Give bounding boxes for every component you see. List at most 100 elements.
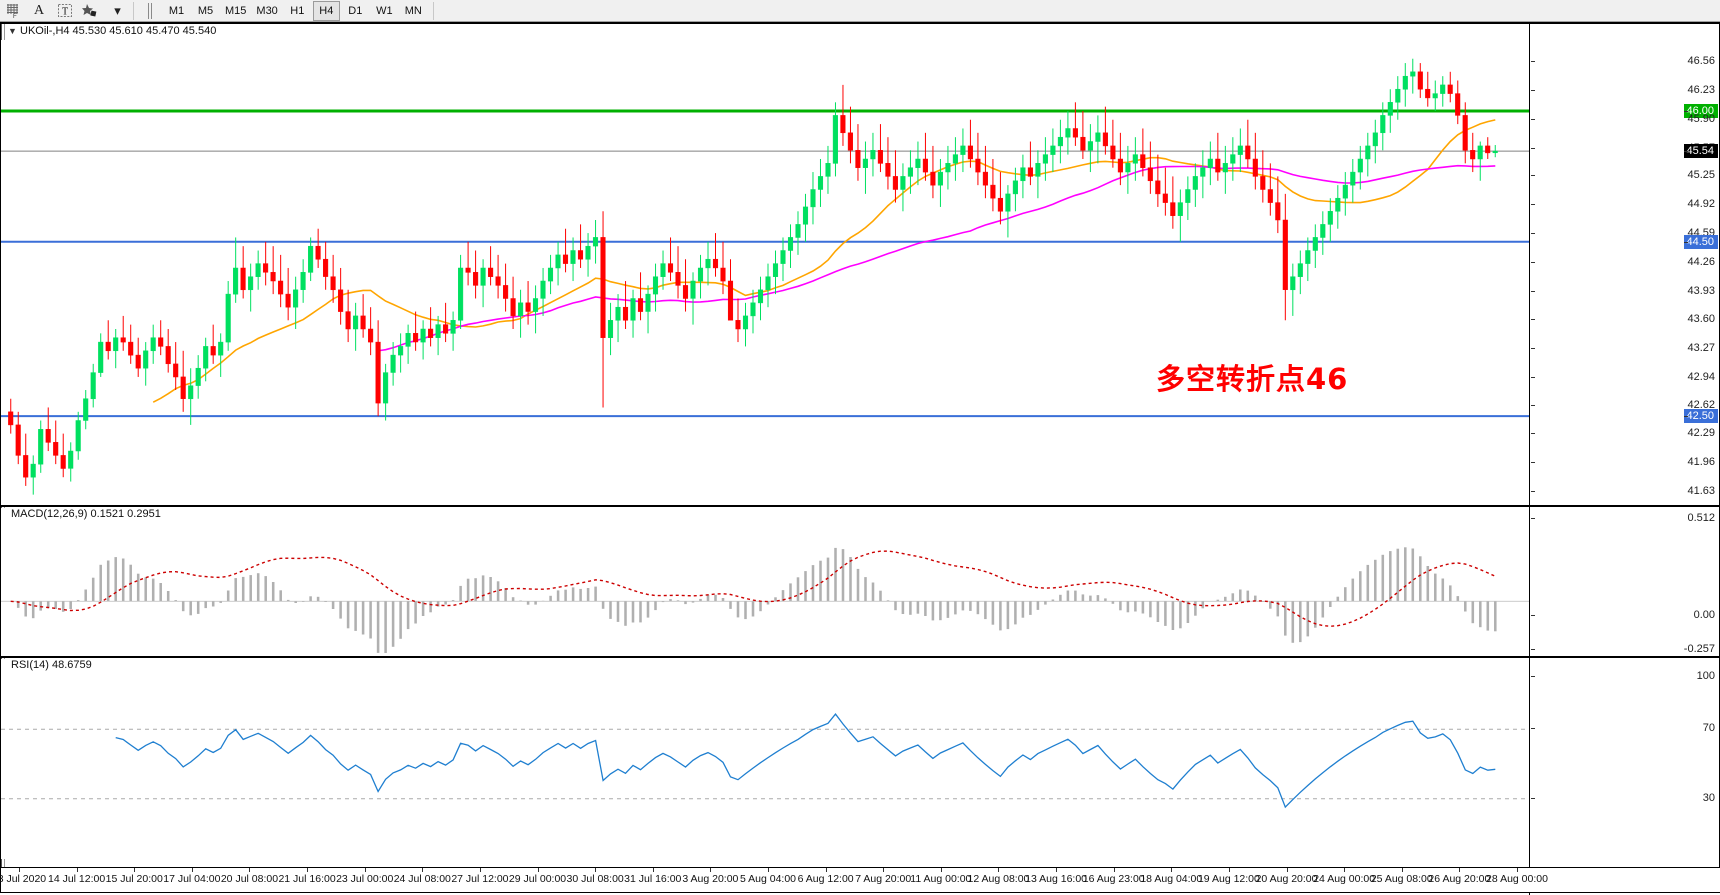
rsi-panel[interactable] (1, 659, 1529, 859)
timeframe-group: M1 M5 M15 M30 H1 H4 D1 W1 MN (163, 0, 427, 21)
chart-annotation[interactable]: 多空转折点46 (1156, 362, 1349, 396)
symbol-header: ▼ UKOil-,H4 45.530 45.610 45.470 45.540 (1, 24, 1719, 40)
toolbar-divider-2 (432, 1, 434, 20)
price-tick-44-26: 44.26 (1531, 256, 1719, 268)
time-label: 14 Jul 12:00 (48, 873, 106, 885)
time-tick (307, 868, 309, 872)
time-label: 26 Aug 20:00 (1428, 873, 1491, 885)
time-tick (1228, 868, 1230, 872)
panel-divider-2 (1, 656, 1720, 658)
price-tick-45-54: 45.54 (1684, 144, 1718, 159)
time-label: 20 Jul 08:00 (220, 873, 279, 885)
price-tick-45-90: 45.90 (1531, 113, 1719, 125)
rsi-axis-ticks: 100 70 30 (1529, 659, 1719, 859)
price-tick-43-60: 43.60 (1531, 313, 1719, 325)
text-label-icon[interactable]: T (52, 1, 78, 21)
objects-icon[interactable] (78, 1, 104, 21)
time-tick (595, 868, 597, 872)
panel-divider-1 (1, 505, 1720, 507)
timeframe-m15[interactable]: M15 (225, 4, 247, 17)
time-label: 11 Aug 00:00 (910, 873, 972, 885)
price-tick-44-50: 44.50 (1684, 234, 1718, 249)
price-tick-44-92: 44.92 (1531, 198, 1719, 210)
time-label: 13 Jul 2020 (0, 873, 47, 885)
rsi-tick-30: 30 (1531, 792, 1719, 804)
timeframe-d1[interactable]: D1 (348, 4, 363, 17)
symbol-ohlc-label: UKOil-,H4 45.530 45.610 45.470 45.540 (20, 25, 217, 37)
time-tick (422, 868, 424, 872)
time-label: 30 Jul 08:00 (566, 873, 624, 885)
price-tick-46-56: 46.56 (1531, 55, 1719, 67)
time-label: 24 Aug 00:00 (1313, 873, 1376, 885)
timeframe-m30[interactable]: M30 (256, 4, 278, 17)
price-tick-43-27: 43.27 (1531, 342, 1719, 354)
time-label: 28 Aug 00:00 (1486, 873, 1548, 885)
time-label: 15 Jul 20:00 (105, 873, 163, 885)
time-tick (479, 868, 481, 872)
collapse-icon[interactable]: ▼ (8, 26, 17, 36)
price-tick-42-94: 42.94 (1531, 371, 1719, 383)
time-tick (1171, 868, 1173, 872)
time-label: 13 Aug 16:00 (1025, 873, 1088, 885)
toolbar-divider (133, 1, 134, 20)
macd-indicator-label: MACD(12,26,9) 0.1521 0.2951 (11, 508, 161, 520)
price-panel[interactable] (1, 40, 1529, 505)
time-tick (1459, 868, 1461, 872)
time-tick (537, 868, 539, 872)
macd-tick: 0.00 (1531, 609, 1719, 621)
price-tick-46-00: 46.00 (1684, 104, 1718, 119)
time-label: 23 Jul 00:00 (336, 873, 394, 885)
time-tick (940, 868, 942, 872)
crosshair-grid-icon[interactable]: F (0, 1, 26, 21)
macd-axis-ticks: 0.512 0.00 -0.257 (1529, 508, 1719, 656)
text-tool-icon[interactable]: A (33, 2, 45, 18)
timeframe-m5[interactable]: M5 (197, 4, 214, 17)
time-label: 20 Aug 20:00 (1255, 873, 1318, 885)
time-label: 3 Aug 20:00 (682, 873, 739, 885)
svg-text:F: F (13, 14, 17, 18)
time-label: 24 Jul 08:00 (393, 873, 451, 885)
time-tick (998, 868, 1000, 872)
time-label: 7 Aug 20:00 (855, 873, 912, 885)
price-axis[interactable]: 46.5646.2346.0045.9045.5745.5445.2544.92… (1529, 24, 1719, 895)
time-tick (1401, 868, 1403, 872)
time-tick (19, 868, 20, 872)
time-label: 27 Jul 12:00 (451, 873, 509, 885)
main-toolbar: F A T ▾ M1 M5 M15 M30 H1 H4 D1 W1 MN (0, 0, 1720, 22)
dropdown-arrow-icon[interactable]: ▾ (114, 2, 121, 18)
time-tick (364, 868, 366, 872)
macd-panel[interactable] (1, 508, 1529, 656)
time-label: 19 Aug 12:00 (1197, 873, 1260, 885)
price-tick-41-63: 41.63 (1531, 485, 1719, 497)
time-tick (1344, 868, 1346, 872)
price-tick-41-96: 41.96 (1531, 456, 1719, 468)
time-tick (768, 868, 769, 872)
timeframe-m1[interactable]: M1 (168, 4, 185, 17)
timeframe-h1[interactable]: H1 (290, 4, 305, 17)
price-tick-42-29: 42.29 (1531, 427, 1719, 439)
timeframe-mn[interactable]: MN (404, 4, 422, 17)
time-tick (710, 868, 712, 872)
time-tick (1113, 868, 1115, 872)
time-label: 5 Aug 04:00 (739, 873, 797, 885)
price-tick-42-62: 42.62 (1531, 399, 1719, 411)
price-tick-43-93: 43.93 (1531, 285, 1719, 297)
time-label: 31 Jul 16:00 (624, 873, 682, 885)
chart-frame: ▼ UKOil-,H4 45.530 45.610 45.470 45.540 … (0, 22, 1720, 895)
time-tick (249, 868, 251, 872)
rsi-tick-100: 100 (1531, 670, 1719, 682)
time-label: 16 Aug 23:00 (1082, 873, 1145, 885)
time-label: 6 Aug 12:00 (797, 873, 854, 885)
time-tick (1517, 868, 1518, 872)
rsi-plot (1, 713, 1529, 809)
timeframe-list-icon[interactable] (137, 1, 163, 21)
time-tick (1286, 868, 1288, 872)
time-label: 17 Jul 04:00 (163, 873, 221, 885)
time-label: 18 Aug 04:00 (1140, 873, 1203, 885)
timeframe-w1[interactable]: W1 (376, 4, 393, 17)
time-tick (825, 868, 827, 872)
time-label: 12 Aug 08:00 (967, 873, 1030, 885)
timeframe-h4[interactable]: H4 (312, 0, 340, 21)
rsi-indicator-label: RSI(14) 48.6759 (11, 659, 92, 671)
